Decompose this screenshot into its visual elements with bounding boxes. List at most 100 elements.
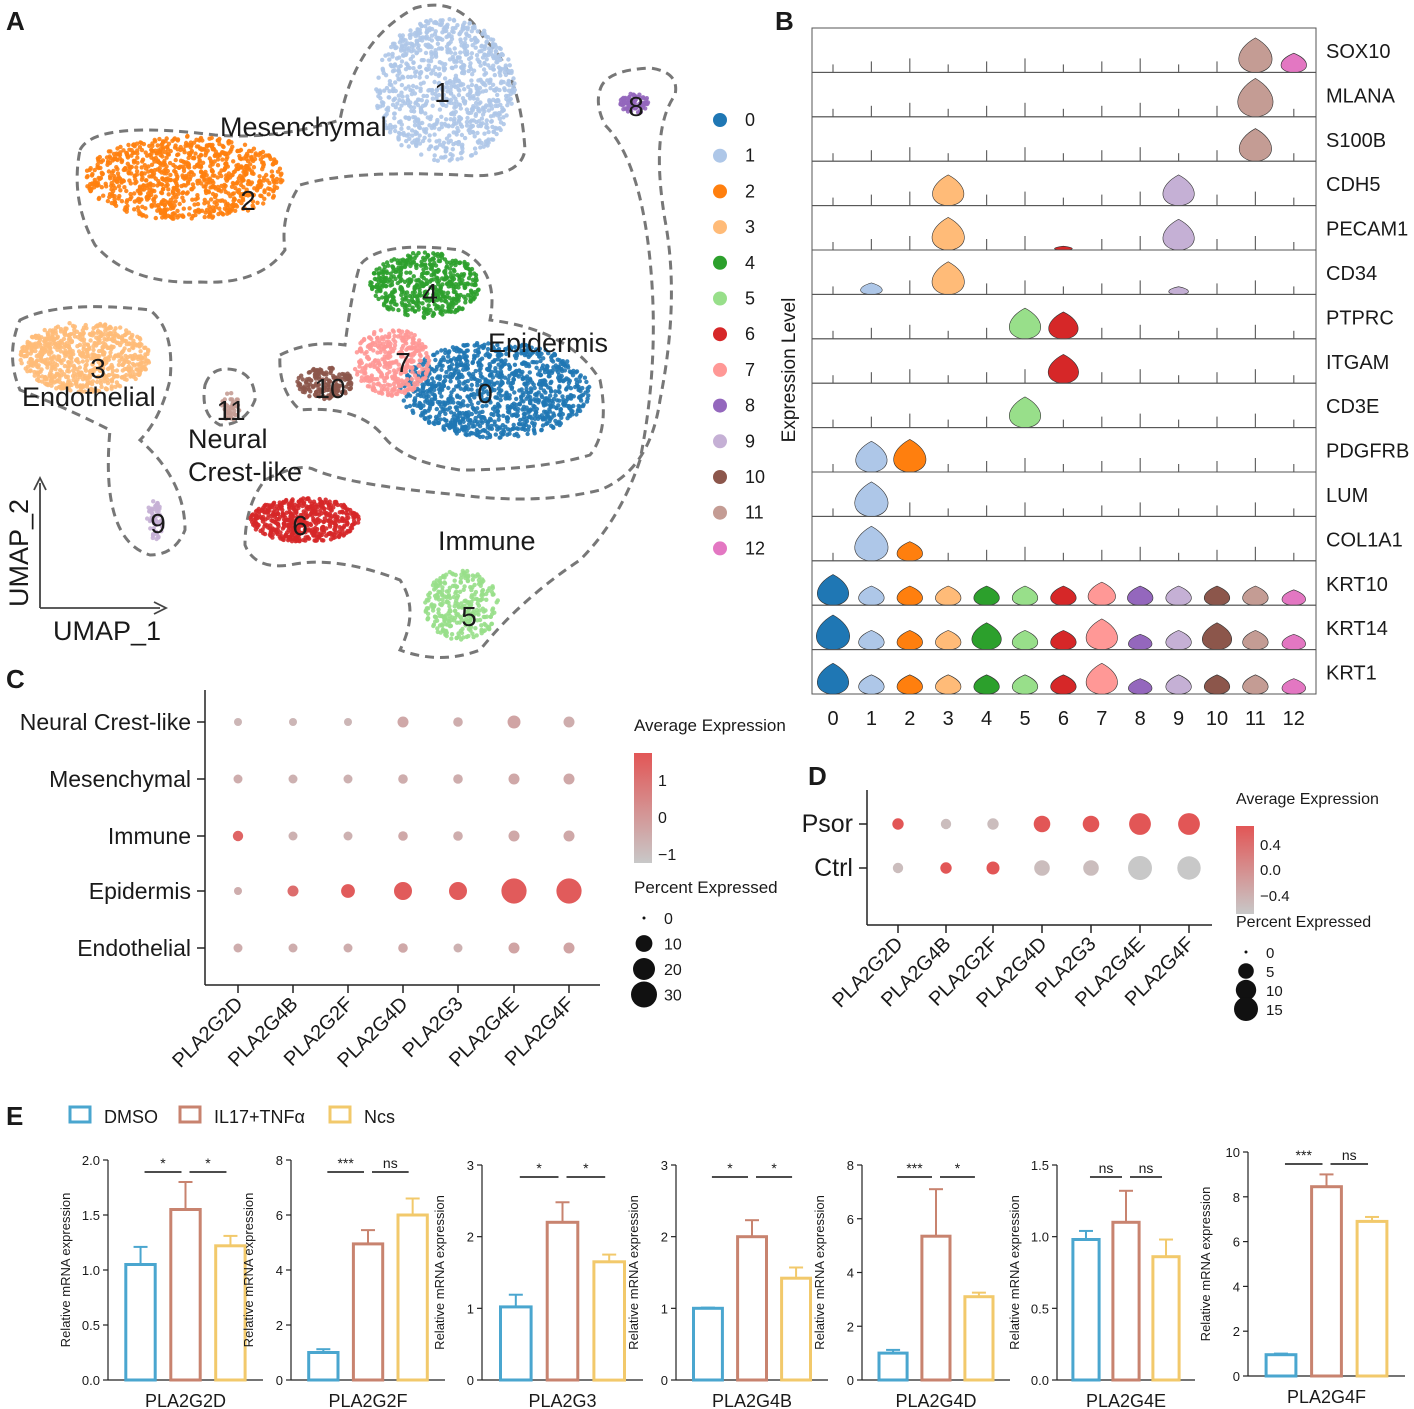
umap-point	[207, 180, 213, 185]
umap-point	[413, 115, 418, 120]
umap-point	[398, 131, 403, 136]
umap-point	[426, 63, 431, 68]
umap-point	[120, 368, 126, 373]
umap-point	[549, 379, 554, 384]
umap-point	[95, 328, 101, 334]
umap-point	[257, 174, 262, 179]
umap-point	[192, 202, 197, 207]
umap-point	[438, 284, 443, 289]
umap-point	[483, 105, 488, 110]
umap-point	[527, 394, 533, 400]
umap-point	[137, 199, 142, 205]
umap-point	[453, 140, 459, 146]
umap-point	[427, 387, 433, 392]
umap-point	[270, 162, 275, 167]
umap-point	[491, 113, 496, 118]
umap-point	[419, 58, 424, 63]
umap-point	[399, 82, 405, 88]
umap-point	[467, 432, 472, 437]
umap-point	[556, 403, 561, 408]
umap-point	[463, 36, 468, 41]
umap-point	[131, 142, 136, 148]
umap-point	[396, 388, 401, 394]
umap-point	[131, 342, 136, 348]
umap-point	[479, 140, 484, 146]
umap-point	[433, 269, 438, 274]
umap-point	[152, 168, 158, 173]
umap-point	[211, 208, 217, 213]
umap-point	[392, 62, 397, 68]
umap-point	[386, 52, 391, 57]
umap-point	[392, 301, 398, 307]
umap-point	[229, 184, 235, 189]
umap-point	[413, 74, 418, 79]
umap-point	[180, 195, 185, 200]
umap-point	[499, 359, 504, 364]
umap-point	[390, 264, 395, 269]
umap-point	[219, 168, 224, 173]
umap-point	[185, 190, 190, 195]
umap-point	[498, 127, 503, 133]
umap-point	[473, 113, 478, 119]
umap-point	[266, 192, 271, 197]
umap-point	[99, 185, 105, 190]
umap-point	[124, 331, 129, 336]
umap-point	[452, 119, 457, 124]
umap-point	[482, 131, 487, 136]
umap-point	[390, 125, 395, 130]
umap-point	[493, 103, 498, 109]
umap-point	[502, 375, 508, 380]
umap-point	[363, 371, 368, 376]
umap-point	[116, 334, 121, 339]
umap-point	[544, 411, 549, 417]
umap-point	[72, 334, 78, 339]
mesenchymal-outline	[75, 3, 527, 284]
umap-point	[462, 135, 468, 141]
umap-point	[468, 298, 473, 303]
umap-point	[509, 386, 514, 392]
umap-point	[361, 336, 367, 342]
umap-point	[396, 134, 401, 140]
umap-point	[185, 133, 190, 139]
umap-point	[382, 119, 387, 124]
umap-point	[97, 154, 103, 160]
umap-point	[463, 410, 469, 416]
umap-point	[119, 199, 125, 204]
umap-point	[497, 66, 503, 72]
umap-point	[202, 178, 207, 183]
umap-point	[439, 367, 444, 372]
umap-point	[246, 179, 251, 184]
umap-point	[464, 107, 470, 112]
umap-point	[430, 391, 435, 396]
umap-point	[480, 434, 486, 439]
umap-point	[141, 183, 146, 188]
umap-point	[180, 175, 186, 180]
umap-point	[435, 350, 440, 355]
umap-point	[471, 96, 476, 101]
panel-letter-a: A	[6, 6, 25, 36]
umap-point	[534, 365, 539, 370]
umap-point	[476, 119, 482, 124]
umap-point	[482, 72, 487, 77]
umap-point	[428, 114, 434, 119]
umap-point	[417, 64, 423, 70]
umap-point	[105, 198, 111, 204]
umap-point	[459, 348, 464, 354]
umap-point	[477, 109, 482, 114]
umap-point	[208, 142, 213, 148]
umap-point	[401, 132, 407, 138]
umap-point	[561, 397, 566, 402]
umap-point	[231, 159, 236, 164]
umap-point	[403, 86, 408, 91]
umap-point	[508, 91, 513, 97]
umap-point	[95, 165, 100, 170]
umap-point	[159, 199, 165, 204]
umap-point	[203, 153, 208, 158]
umap-point	[497, 87, 502, 93]
umap-point	[125, 355, 130, 360]
umap-point	[452, 105, 457, 110]
umap-point	[387, 57, 392, 62]
umap-point	[193, 212, 198, 218]
umap-point	[165, 182, 170, 188]
umap-point	[106, 169, 112, 174]
